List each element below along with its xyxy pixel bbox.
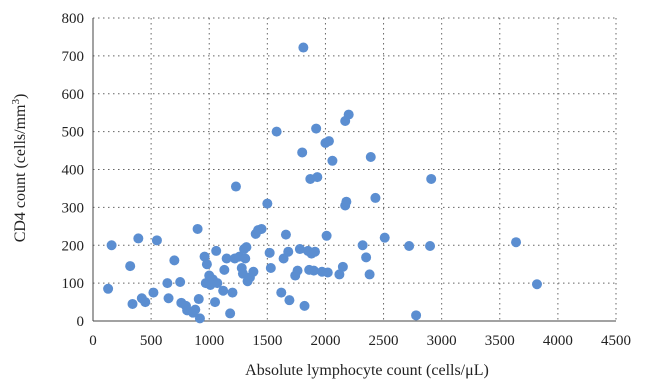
scatter-point xyxy=(227,287,238,298)
scatter-point xyxy=(299,300,310,311)
scatter-point xyxy=(308,265,319,276)
y-tick-label: 0 xyxy=(77,314,85,330)
scatter-point xyxy=(163,293,174,304)
scatter-point xyxy=(175,276,186,287)
scatter-point xyxy=(284,295,295,306)
scatter-point xyxy=(280,229,291,240)
scatter-point xyxy=(162,278,173,289)
axes xyxy=(92,18,616,322)
scatter-point xyxy=(192,223,203,234)
scatter-point xyxy=(425,241,436,252)
scatter-point xyxy=(248,266,259,277)
grid xyxy=(93,17,617,321)
scatter-point xyxy=(334,269,345,280)
scatter-point xyxy=(194,313,205,324)
y-axis-title-main: CD4 count (cells/mm xyxy=(12,104,29,242)
x-axis-title: Absolute lymphocyte count (cells/μL) xyxy=(245,362,489,379)
scatter-point xyxy=(343,109,354,120)
scatter-point xyxy=(211,245,222,256)
scatter-point xyxy=(297,147,308,158)
scatter-point xyxy=(370,192,381,203)
scatter-point xyxy=(190,304,201,315)
scatter-point xyxy=(125,261,136,272)
scatter-point xyxy=(321,230,332,241)
y-axis-title: CD4 count (cells/mm3) xyxy=(10,94,29,243)
x-tick-label: 3000 xyxy=(427,333,457,349)
x-tick-label: 3500 xyxy=(485,333,515,349)
scatter-point xyxy=(404,241,415,252)
x-tick-label: 1000 xyxy=(194,333,224,349)
scatter-point xyxy=(309,246,320,257)
y-tick-label: 400 xyxy=(62,163,85,179)
scatter-point xyxy=(218,285,229,296)
scatter-point xyxy=(411,310,422,321)
scatter-point xyxy=(312,172,323,183)
x-tick-label: 4000 xyxy=(543,333,573,349)
scatter-point xyxy=(241,242,252,253)
scatter-point xyxy=(106,240,117,251)
y-tick-label: 800 xyxy=(62,11,85,27)
scatter-point xyxy=(262,198,273,209)
scatter-point xyxy=(379,232,390,243)
x-tick-label: 2500 xyxy=(369,333,399,349)
scatter-point xyxy=(148,287,159,298)
scatter-point xyxy=(323,136,334,147)
scatter-point xyxy=(210,297,221,308)
x-tick-label: 1500 xyxy=(252,333,282,349)
scatter-point xyxy=(225,308,236,319)
x-tick-label: 4500 xyxy=(601,333,631,349)
x-tick-label: 2000 xyxy=(310,333,340,349)
x-tick-label: 0 xyxy=(89,333,97,349)
scatter-point xyxy=(511,237,522,248)
y-tick-label: 500 xyxy=(62,125,85,141)
scatter-point xyxy=(193,294,204,305)
y-axis-ticks: 0 100 200 300 400 500 600 700 800 xyxy=(62,11,85,330)
scatter-point xyxy=(219,264,230,275)
scatter-point xyxy=(298,42,309,53)
scatter-point xyxy=(140,297,151,308)
data-points xyxy=(103,42,542,324)
scatter-point xyxy=(341,196,352,207)
x-axis-ticks: 0 500 1000 1500 2000 2500 3000 3500 4000 4500 xyxy=(89,333,631,349)
scatter-point xyxy=(327,155,338,166)
scatter-point xyxy=(127,298,138,309)
scatter-point xyxy=(364,269,375,280)
x-tick-label: 500 xyxy=(140,333,163,349)
scatter-point xyxy=(256,223,267,234)
scatter-point xyxy=(531,279,542,290)
scatter-point xyxy=(240,253,251,264)
scatter-point xyxy=(169,255,180,266)
scatter-point xyxy=(199,251,210,262)
scatter-point xyxy=(212,278,223,289)
scatter-point xyxy=(264,247,275,258)
scatter-point xyxy=(294,244,305,255)
scatter-point xyxy=(322,267,333,278)
y-tick-label: 700 xyxy=(62,49,85,65)
y-tick-label: 600 xyxy=(62,87,85,103)
scatter-point xyxy=(283,246,294,257)
y-axis-title-suffix: ) xyxy=(12,94,29,99)
scatter-point xyxy=(133,233,144,244)
scatter-point xyxy=(426,173,437,184)
scatter-point xyxy=(276,287,287,298)
scatter-point xyxy=(271,126,282,137)
y-tick-label: 200 xyxy=(62,238,85,254)
y-tick-label: 300 xyxy=(62,200,85,216)
scatter-point xyxy=(357,240,368,251)
scatter-point xyxy=(230,181,241,192)
scatter-point xyxy=(337,261,348,272)
scatter-point xyxy=(103,283,114,294)
y-tick-label: 100 xyxy=(62,276,85,292)
scatter-point xyxy=(365,152,376,163)
scatter-point xyxy=(151,235,162,246)
scatter-point xyxy=(221,253,232,264)
scatter-point xyxy=(292,265,303,276)
scatter-point xyxy=(361,252,372,263)
scatter-point xyxy=(201,259,212,270)
y-axis-title-superscript: 3 xyxy=(10,99,22,105)
scatter-point xyxy=(265,262,276,273)
scatter-point xyxy=(311,123,322,134)
